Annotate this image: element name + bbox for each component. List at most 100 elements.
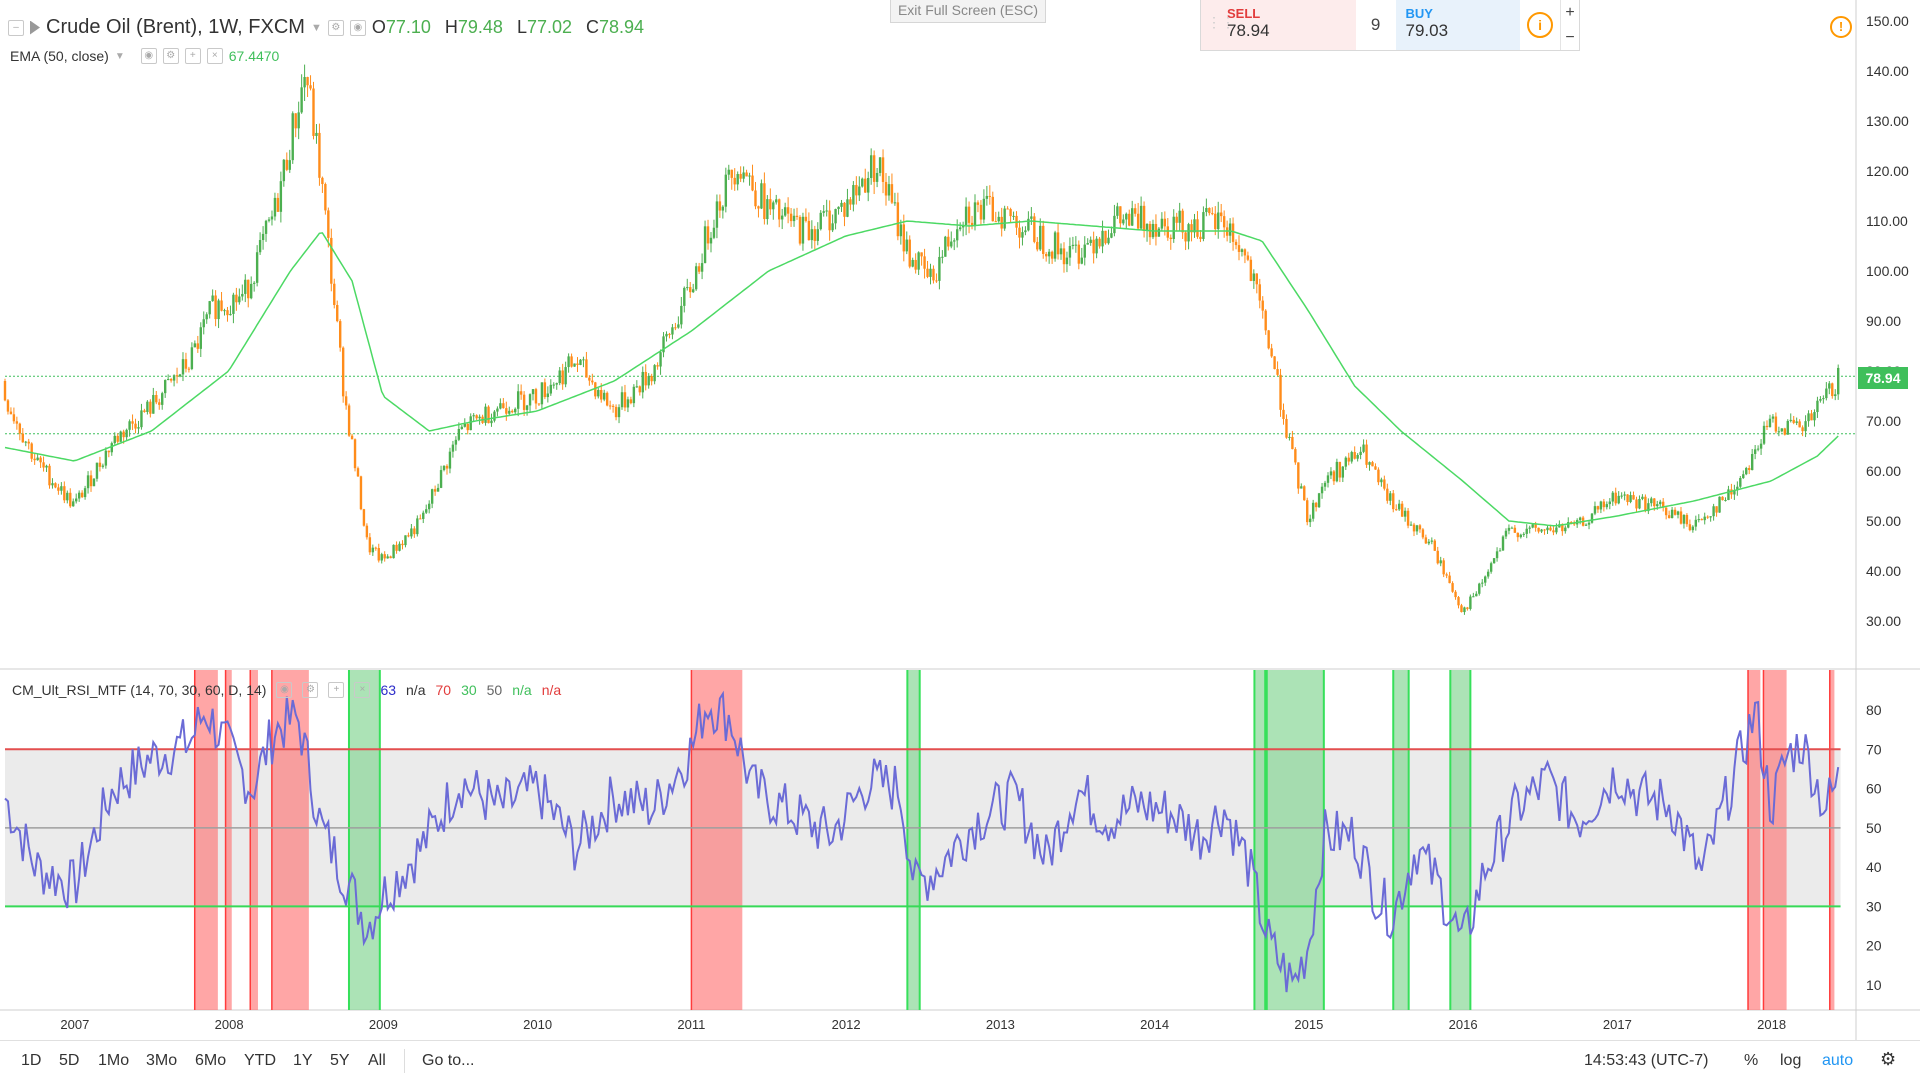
candle-body xyxy=(858,186,861,196)
percent-toggle[interactable]: % xyxy=(1744,1052,1759,1069)
candle-body xyxy=(786,207,790,214)
timeframe-1mo-button[interactable]: 1Mo xyxy=(98,1052,130,1069)
candle-body xyxy=(1341,466,1345,478)
candle-body xyxy=(1131,208,1134,226)
candle-body xyxy=(772,202,775,210)
candle-body xyxy=(1323,482,1327,487)
timeframe-ytd-button[interactable]: YTD xyxy=(244,1052,276,1069)
exit-fullscreen-button[interactable]: Exit Full Screen (ESC) xyxy=(890,0,1046,23)
candle-body xyxy=(419,518,422,520)
candle-body xyxy=(267,219,271,221)
settings-icon[interactable]: ⚙ xyxy=(302,682,319,698)
rsi-axis-label: 70 xyxy=(1866,741,1882,757)
overbought-zone xyxy=(1763,670,1787,1010)
candle-body xyxy=(30,443,33,459)
candle-body xyxy=(890,184,894,203)
plus-icon[interactable]: + xyxy=(328,682,345,698)
candle-body xyxy=(1712,506,1715,517)
candle-body xyxy=(1513,527,1517,533)
candle-body xyxy=(908,239,911,267)
collapse-icon[interactable]: – xyxy=(8,19,24,36)
candle-body xyxy=(1739,478,1742,487)
candle-body xyxy=(1632,495,1635,500)
sell-button[interactable]: ⋮⋮ SELL 78.94 xyxy=(1201,0,1356,50)
candle-body xyxy=(955,229,959,241)
candle-body xyxy=(1282,409,1285,419)
auto-toggle[interactable]: auto xyxy=(1822,1052,1854,1069)
timeframe-5y-button[interactable]: 5Y xyxy=(330,1052,350,1069)
candle-body xyxy=(1750,453,1754,471)
timeframe-all-button[interactable]: All xyxy=(368,1052,386,1069)
buy-button[interactable]: BUY 79.03 xyxy=(1395,0,1521,50)
quantity-field[interactable]: 9 xyxy=(1370,15,1381,34)
candle-body xyxy=(1620,495,1623,497)
candle-body xyxy=(763,183,766,220)
candle-body xyxy=(1113,215,1116,234)
candle-body xyxy=(1160,218,1164,229)
info-icon[interactable]: i xyxy=(1520,0,1560,50)
eye-icon[interactable]: ◉ xyxy=(276,682,293,698)
candle-body xyxy=(691,289,695,293)
eye-icon[interactable]: ◉ xyxy=(349,19,366,36)
candle-body xyxy=(398,543,401,551)
candle-body xyxy=(1249,259,1253,281)
candle-body xyxy=(727,169,730,175)
time-axis-label: 2018 xyxy=(1757,1017,1786,1032)
candle-body xyxy=(783,207,787,216)
candle-body xyxy=(703,226,707,264)
clock-display[interactable]: 14:53:43 (UTC-7) xyxy=(1584,1052,1709,1069)
candle-body xyxy=(662,336,665,353)
candle-body xyxy=(585,359,588,378)
gear-icon[interactable]: ⚙ xyxy=(1880,1049,1897,1069)
candle-body xyxy=(1810,413,1813,421)
indicator-label[interactable]: CM_Ult_RSI_MTF (14, 70, 30, 60, D, 14) xyxy=(12,682,267,698)
candle-body xyxy=(1531,524,1534,528)
candle-body xyxy=(1086,242,1089,245)
candle-body xyxy=(1801,427,1804,432)
timeframe-3mo-button[interactable]: 3Mo xyxy=(146,1052,178,1069)
log-toggle[interactable]: log xyxy=(1780,1052,1802,1069)
timeframe-1y-button[interactable]: 1Y xyxy=(293,1052,313,1069)
quantity-stepper[interactable]: + − xyxy=(1560,0,1579,50)
candle-body xyxy=(116,435,119,442)
timeframe-1d-button[interactable]: 1D xyxy=(21,1052,42,1069)
minus-button[interactable]: − xyxy=(1565,28,1575,46)
candle-body xyxy=(1771,416,1775,419)
warning-icon[interactable]: ! xyxy=(1830,16,1852,38)
chevron-down-icon[interactable]: ▼ xyxy=(310,21,322,34)
timeframe-6mo-button[interactable]: 6Mo xyxy=(195,1052,227,1069)
settings-icon[interactable]: ⚙ xyxy=(162,48,179,64)
time-axis-label: 2016 xyxy=(1449,1017,1478,1032)
candle-body xyxy=(780,215,784,220)
candle-body xyxy=(95,462,99,479)
candle-body xyxy=(588,377,591,381)
candle-body xyxy=(1306,500,1309,523)
ema-label[interactable]: EMA (50, close) xyxy=(10,48,109,64)
drag-handle-icon[interactable]: ⋮⋮ xyxy=(1207,14,1235,30)
close-icon[interactable]: × xyxy=(206,48,223,64)
symbol-title[interactable]: Crude Oil (Brent), 1W, FXCM xyxy=(46,16,305,38)
timeframe-5d-button[interactable]: 5D xyxy=(59,1052,80,1069)
candle-body xyxy=(288,160,291,170)
candle-body xyxy=(647,376,650,386)
candle-body xyxy=(193,343,197,348)
candle-body xyxy=(531,389,535,395)
chevron-down-icon[interactable]: ▼ xyxy=(114,50,125,62)
flag-icon[interactable] xyxy=(30,20,40,35)
candle-body xyxy=(1326,475,1330,483)
goto-button[interactable]: Go to... xyxy=(422,1052,475,1069)
plus-icon[interactable]: + xyxy=(184,48,201,64)
price-axis-label: 90.00 xyxy=(1866,313,1901,329)
candle-body xyxy=(1593,506,1597,514)
candle-body xyxy=(430,489,434,504)
candle-body xyxy=(1294,449,1297,463)
close-icon[interactable]: × xyxy=(354,682,371,698)
plus-button[interactable]: + xyxy=(1565,3,1575,21)
candle-body xyxy=(775,199,778,203)
eye-icon[interactable]: ◉ xyxy=(140,48,157,64)
settings-icon[interactable]: ⚙ xyxy=(327,19,344,36)
candle-body xyxy=(1522,533,1525,535)
candle-body xyxy=(1679,511,1683,524)
candle-body xyxy=(754,190,757,207)
